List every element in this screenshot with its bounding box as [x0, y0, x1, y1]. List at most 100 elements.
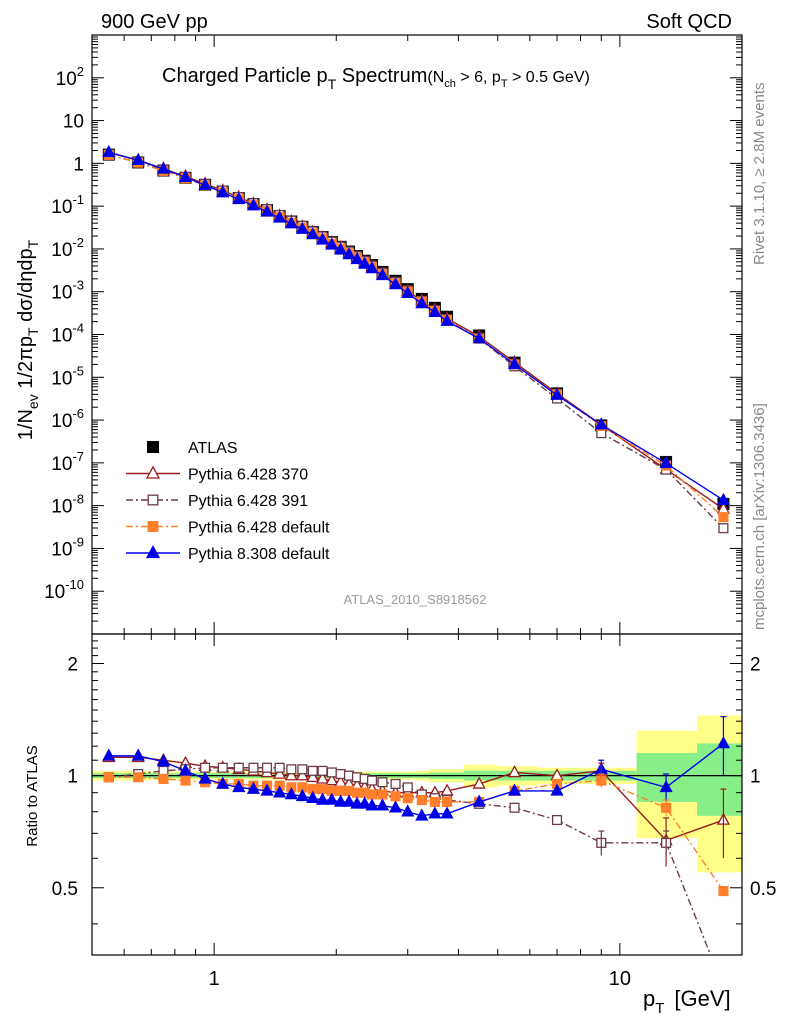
- data-point: [718, 885, 729, 897]
- data-point: [315, 771, 330, 784]
- data-point: [295, 788, 309, 802]
- data-point: [145, 465, 161, 479]
- ratio-tick-label-left: 1: [67, 767, 78, 788]
- data-point: [147, 441, 159, 453]
- x-tick-label: 1: [209, 968, 220, 990]
- data-point: [315, 232, 330, 245]
- data-point: [198, 771, 212, 784]
- data-point: [440, 313, 454, 326]
- data-point: [273, 785, 287, 798]
- data-point: [295, 221, 309, 234]
- data-point: [428, 806, 442, 819]
- data-point: [325, 237, 339, 250]
- data-point: [145, 545, 161, 559]
- data-point: [315, 792, 330, 805]
- ratio-tick-label-right: 0.5: [750, 879, 776, 900]
- data-point: [232, 191, 246, 205]
- band-inner: [636, 753, 698, 802]
- data-point: [295, 768, 309, 781]
- data-point: [342, 794, 356, 807]
- main-frame: [91, 34, 743, 635]
- data-point: [246, 781, 261, 794]
- data-point: [335, 785, 346, 796]
- legend-label: Pythia 8.308 default: [188, 546, 330, 563]
- data-point: [156, 754, 171, 767]
- data-point: [388, 800, 403, 813]
- data-point: [232, 779, 246, 793]
- data-point: [509, 802, 520, 813]
- ratio-tick-label-left: 2: [67, 654, 78, 675]
- data-point: [284, 216, 298, 229]
- legend: ATLAS Pythia 6.428 370 Pythia 6.428 391 Pyt…: [126, 440, 330, 563]
- data-point: [284, 768, 298, 781]
- data-point: [102, 144, 116, 158]
- data-point: [415, 296, 429, 309]
- data-point: [366, 789, 378, 800]
- x-tick-label: 10: [609, 968, 631, 990]
- data-point: [594, 417, 608, 430]
- data-point: [390, 791, 401, 802]
- data-point: [260, 783, 274, 796]
- y-tick-label: 10-9: [51, 534, 84, 560]
- mcplots-label: mcplots.cern.ch [arXiv:1306.3436]: [751, 403, 768, 630]
- data-point: [718, 512, 729, 523]
- header-right: Soft QCD: [646, 11, 732, 33]
- data-point: [551, 814, 563, 826]
- data-point: [401, 285, 415, 299]
- y-tick-label: 10-4: [51, 321, 84, 347]
- data-point: [131, 152, 145, 165]
- ratio-tick-label-right: 1: [750, 767, 761, 788]
- x-axis-title: pT [GeV]: [643, 986, 731, 1017]
- y-tick-label: 10-5: [51, 363, 84, 389]
- data-point: [334, 794, 348, 807]
- data-point: [718, 523, 729, 534]
- data-point: [388, 277, 403, 290]
- main-plot-area: [102, 144, 731, 534]
- y-tick-label: 10-6: [51, 406, 84, 432]
- data-point: [158, 773, 169, 784]
- data-point: [377, 789, 388, 800]
- ratio-tick-label-left: 0.5: [52, 879, 78, 900]
- data-point: [550, 783, 564, 796]
- data-point: [216, 776, 230, 789]
- data-point: [261, 762, 273, 773]
- data-point: [307, 765, 318, 776]
- data-point: [326, 767, 337, 778]
- y-tick-label: 1: [73, 154, 84, 175]
- y-tick-label: 10: [63, 112, 84, 133]
- ratio-plot-area: [102, 716, 731, 955]
- data-point: [198, 177, 212, 190]
- y-tick-label: 10-7: [51, 449, 84, 475]
- data-point: [415, 808, 429, 821]
- data-point: [180, 775, 191, 786]
- header-left: 900 GeV pp: [101, 11, 208, 33]
- data-point: [472, 776, 486, 789]
- data-point: [178, 763, 193, 776]
- series-line: [108, 154, 724, 518]
- data-point: [248, 762, 259, 773]
- data-point: [297, 764, 308, 775]
- data-point: [306, 790, 320, 803]
- data-point: [350, 251, 364, 265]
- rivet-version-label: Rivet 3.1.10, ≥ 2.8M events: [751, 83, 768, 266]
- main-panel: 102 10 1 10-1 10-2 10-3 10-4 10-5 10-6 10-7 10-8 10…: [44, 34, 743, 635]
- data-point: [429, 796, 440, 807]
- data-point: [440, 806, 454, 819]
- legend-label: Pythia 6.428 391: [188, 493, 308, 510]
- legend-label: Pythia 6.428 370: [188, 467, 308, 484]
- data-point: [377, 777, 388, 788]
- ratio-tick-label-right: 2: [750, 654, 761, 675]
- data-point: [103, 772, 114, 783]
- data-point: [273, 210, 287, 223]
- data-point: [507, 783, 522, 796]
- data-point: [325, 773, 339, 786]
- data-point: [284, 787, 298, 800]
- data-point: [358, 256, 372, 269]
- y-tick-label: 10-1: [51, 192, 84, 218]
- data-point: [428, 304, 442, 317]
- data-point: [178, 169, 193, 183]
- data-point: [216, 185, 230, 198]
- data-point: [325, 792, 339, 805]
- data-point: [659, 455, 673, 469]
